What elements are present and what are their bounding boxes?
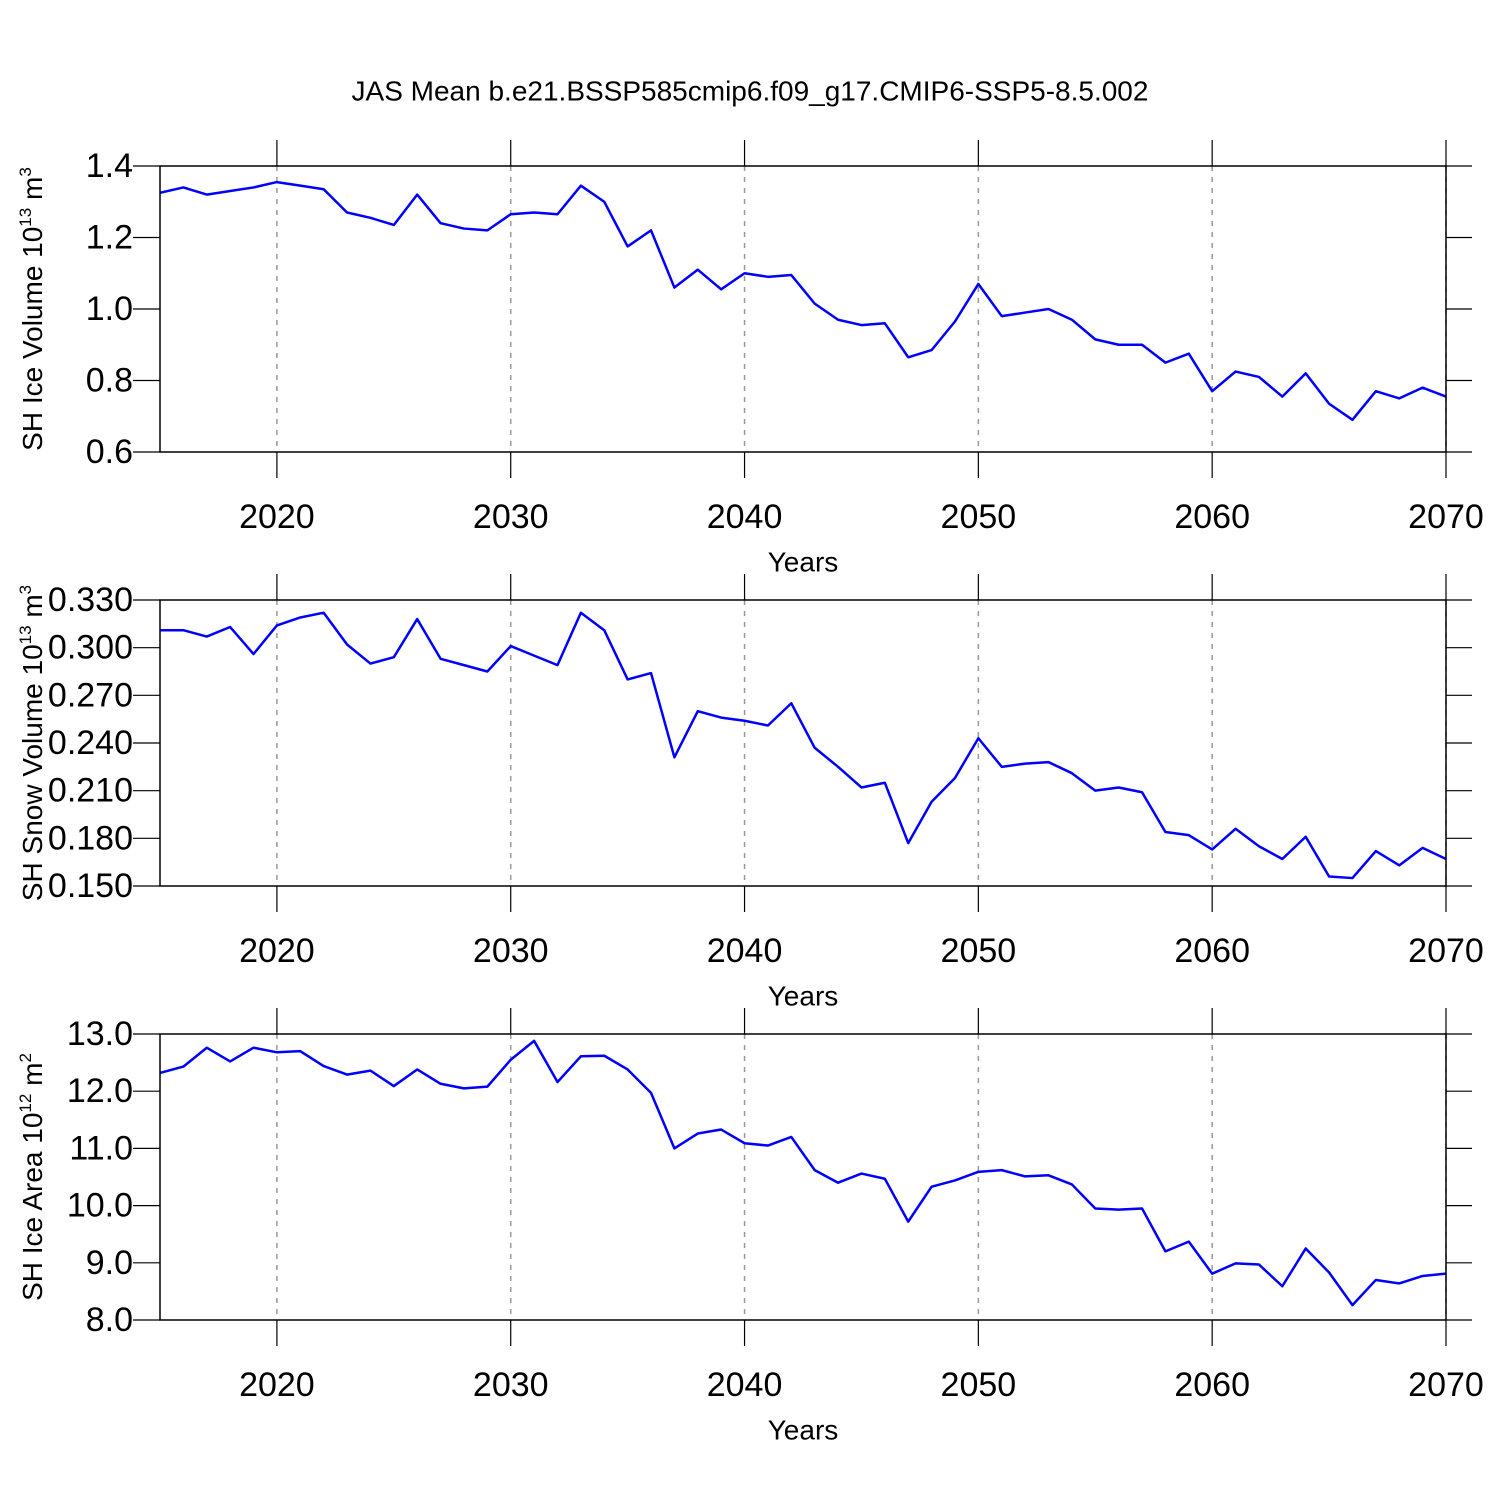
y-tick-label: 10.0 <box>67 1187 133 1225</box>
y-axis-label-exponent: 12 <box>16 1094 35 1113</box>
panel: 2020 2030 2040 2050 2060 2070 0.150 0.180 0.210 0… <box>16 574 1484 1011</box>
x-tick-label: 2060 <box>1174 932 1250 970</box>
x-tick-label: 2030 <box>473 932 549 970</box>
x-tick-label: 2020 <box>239 932 315 970</box>
x-tick-label: 2040 <box>707 498 783 536</box>
x-tick-label: 2050 <box>941 932 1017 970</box>
y-axis-label-group: SH Snow Volume 1013 m3 <box>16 585 48 901</box>
x-tick-label: 2070 <box>1408 1366 1484 1404</box>
x-tick-label: 2020 <box>239 498 315 536</box>
y-tick-label: 1.0 <box>86 290 133 328</box>
y-axis-label-unit: m <box>17 177 48 208</box>
y-axis-label-text: SH Snow Volume 10 <box>17 644 48 901</box>
y-axis-label-unit-exponent: 3 <box>16 167 35 176</box>
plot-area <box>160 180 1446 422</box>
y-tick-label: 0.330 <box>48 581 133 619</box>
y-tick-label: 0.180 <box>48 819 133 857</box>
x-tick-label: 2040 <box>707 932 783 970</box>
panel: 2020 2030 2040 2050 2060 2070 0.6 0.8 1.0 1.2 1.4 Y… <box>16 140 1484 577</box>
y-tick-label: 12.0 <box>67 1072 133 1110</box>
y-tick-label: 1.4 <box>86 147 133 185</box>
x-tick-label: 2060 <box>1174 498 1250 536</box>
y-axis-label-exponent: 13 <box>16 625 35 644</box>
x-axis-label: Years <box>768 546 839 577</box>
y-axis-label: SH Ice Area 1012 m2 <box>16 1053 48 1301</box>
plot-area <box>160 1039 1446 1307</box>
y-axis-label-text: SH Ice Area 10 <box>17 1113 48 1301</box>
y-axis-label-group: SH Ice Volume 1013 m3 <box>16 167 48 451</box>
data-line <box>160 1039 1446 1307</box>
y-tick-label: 0.210 <box>48 772 133 810</box>
y-tick-label: 0.8 <box>86 361 133 399</box>
y-axis-label-unit: m <box>17 1063 48 1094</box>
y-axis-label-exponent: 13 <box>16 208 35 227</box>
x-tick-label: 2070 <box>1408 932 1484 970</box>
x-tick-label: 2020 <box>239 1366 315 1404</box>
y-axis-label-unit: m <box>17 594 48 625</box>
chart-title: JAS Mean b.e21.BSSP585cmip6.f09_g17.CMIP… <box>352 75 1149 106</box>
y-tick-label: 0.270 <box>48 676 133 714</box>
y-tick-label: 11.0 <box>69 1129 133 1167</box>
plot-frame <box>159 1033 1447 1321</box>
y-tick-label: 0.6 <box>86 433 133 471</box>
plot-area <box>160 611 1446 880</box>
y-axis-label-group: SH Ice Area 1012 m2 <box>16 1053 48 1301</box>
plot-frame <box>159 599 1447 887</box>
x-tick-label: 2030 <box>473 498 549 536</box>
y-tick-label: 13.0 <box>67 1015 133 1053</box>
y-tick-label: 0.150 <box>48 867 133 905</box>
y-tick-label: 9.0 <box>86 1244 133 1282</box>
x-tick-label: 2050 <box>941 498 1017 536</box>
data-line <box>160 611 1446 880</box>
plot-frame <box>159 165 1447 453</box>
y-tick-label: 8.0 <box>86 1301 133 1339</box>
x-tick-label: 2070 <box>1408 498 1484 536</box>
x-tick-label: 2030 <box>473 1366 549 1404</box>
x-axis-label: Years <box>768 1414 839 1445</box>
x-axis-label: Years <box>768 980 839 1011</box>
y-tick-label: 0.240 <box>48 724 133 762</box>
y-axis-label: SH Ice Volume 1013 m3 <box>16 167 48 451</box>
y-axis-label: SH Snow Volume 1013 m3 <box>16 585 48 901</box>
y-axis-label-text: SH Ice Volume 10 <box>17 227 48 451</box>
y-tick-label: 1.2 <box>86 218 133 256</box>
x-tick-label: 2060 <box>1174 1366 1250 1404</box>
data-line <box>160 180 1446 422</box>
x-tick-label: 2040 <box>707 1366 783 1404</box>
y-tick-label: 0.300 <box>48 629 133 667</box>
y-axis-label-unit-exponent: 3 <box>16 585 35 594</box>
panel: 2020 2030 2040 2050 2060 2070 8.0 9.0 10.0 11.0 12… <box>16 1008 1484 1445</box>
y-axis-label-unit-exponent: 2 <box>16 1053 35 1062</box>
x-tick-label: 2050 <box>941 1366 1017 1404</box>
